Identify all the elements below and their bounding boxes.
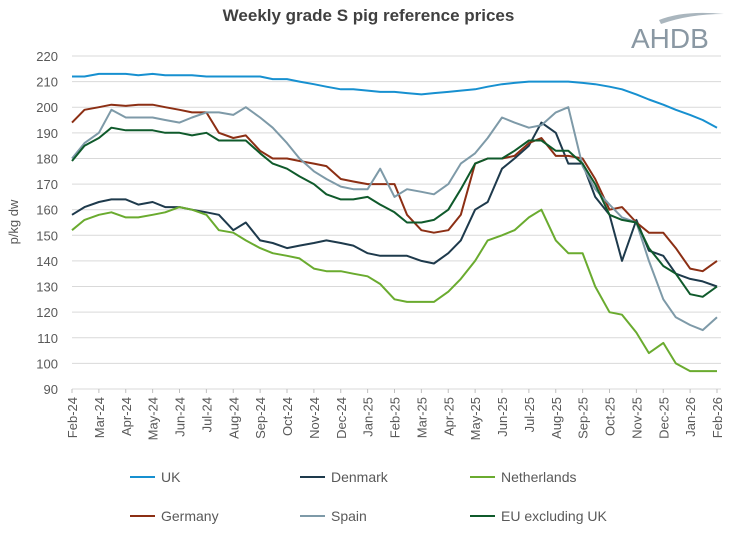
x-tick-label: Aug-24 [226,397,241,439]
x-tick-label: Nov-25 [629,397,644,439]
x-tick-label: Jun-25 [495,397,510,437]
legend-label: Spain [331,508,367,524]
y-tick-label: 130 [36,280,58,295]
y-tick-label: 120 [36,305,58,320]
y-tick-label: 150 [36,228,58,243]
x-tick-label: Jan-25 [361,397,376,437]
x-tick-label: May-25 [468,397,483,440]
y-axis-label: p/kg dw [6,199,21,244]
series-line-uk [72,72,718,129]
x-tick-label: Jan-26 [683,397,698,437]
legend-label: EU excluding UK [501,508,607,524]
y-tick-label: 140 [36,254,58,269]
x-tick-label: Mar-24 [92,397,107,438]
y-tick-label: 100 [36,356,58,371]
series-line-denmark [71,121,718,288]
y-tick-label: 200 [36,100,58,115]
x-tick-label: Sep-25 [576,397,591,439]
x-tick-label: Apr-24 [119,397,134,436]
legend-label: UK [161,469,181,485]
series-line-netherlands [71,206,717,373]
legend-label: Netherlands [501,469,577,485]
ahdb-logo: AHDB [629,8,729,57]
y-tick-label: 90 [44,382,58,397]
chart-title: Weekly grade S pig reference prices [222,6,515,25]
y-tick-label: 160 [36,203,58,218]
x-tick-label: May-24 [146,397,161,440]
x-tick-label: Sep-24 [253,397,268,439]
x-tick-label: Feb-26 [710,397,725,438]
y-tick-label: 110 [37,331,58,346]
x-tick-label: Jul-24 [199,397,214,432]
x-tick-label: Dec-25 [656,397,671,439]
y-tick-label: 190 [36,126,58,141]
x-tick-label: Dec-24 [334,397,349,439]
series-line-germany [71,103,718,273]
x-tick-label: Feb-24 [65,397,80,438]
x-tick-label: Feb-25 [388,397,403,438]
x-tick-label: Oct-24 [280,397,295,436]
x-tick-label: Jun-24 [173,397,188,437]
logo-swoosh-icon: AHDB [631,12,724,54]
y-tick-label: 180 [36,151,58,166]
x-tick-label: Nov-24 [307,397,322,439]
legend-label: Germany [161,508,219,524]
series-line-spain [71,106,718,332]
x-tick-label: Apr-25 [441,397,456,436]
y-tick-label: 170 [36,177,58,192]
x-tick-label: Oct-25 [603,397,618,436]
x-tick-label: Aug-25 [549,397,564,439]
y-tick-label: 210 [36,75,58,90]
y-tick-label: 220 [36,49,58,64]
legend-label: Denmark [331,469,389,485]
series-line-eu-excluding-uk [71,126,718,298]
logo-text: AHDB [631,23,709,52]
x-tick-label: Jul-25 [522,397,537,432]
x-tick-label: Mar-25 [414,397,429,438]
